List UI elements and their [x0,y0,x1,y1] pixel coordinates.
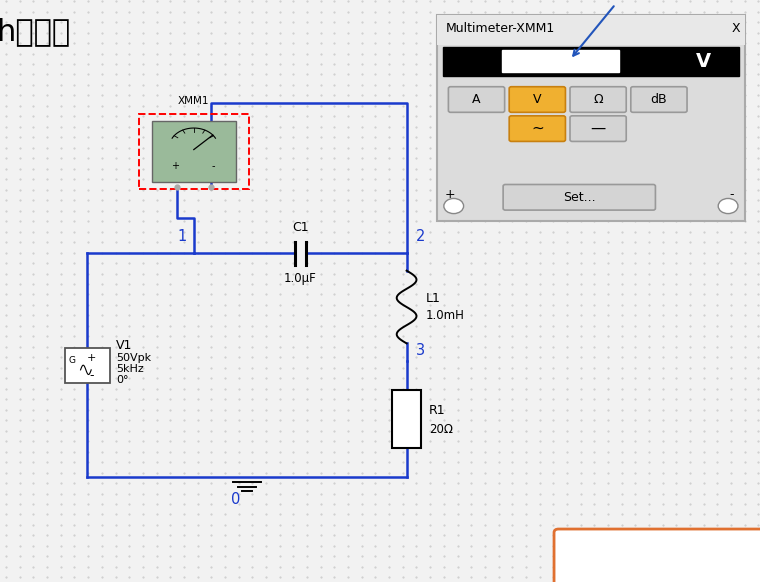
Text: —: — [591,121,606,136]
FancyBboxPatch shape [503,184,655,210]
Text: X: X [731,22,740,34]
Text: Set...: Set... [563,191,596,204]
Text: 5kHz: 5kHz [116,364,144,374]
Text: +: + [445,188,455,201]
Circle shape [444,198,464,214]
Text: 1.0mH: 1.0mH [426,309,464,322]
Text: Ω: Ω [594,93,603,106]
Circle shape [718,198,738,214]
Text: 1: 1 [177,229,186,244]
Text: -: - [89,369,93,382]
Text: L1: L1 [426,292,441,305]
Text: +: + [87,353,96,363]
Text: Multimeter-XMM1: Multimeter-XMM1 [446,22,556,34]
Text: V: V [695,52,711,70]
Text: +: + [171,161,179,171]
FancyBboxPatch shape [570,116,626,141]
Text: 0: 0 [231,492,240,507]
Text: -: - [730,188,734,201]
FancyBboxPatch shape [570,87,626,112]
Text: V: V [533,93,542,106]
Text: dB: dB [651,93,667,106]
FancyBboxPatch shape [509,87,565,112]
Bar [437,15,745,221]
Bar [443,47,739,76]
Text: 0°: 0° [116,375,128,385]
Text: A: A [472,93,481,106]
Bar [65,348,110,383]
Text: V1: V1 [116,339,133,352]
FancyBboxPatch shape [509,116,565,141]
Text: 20Ω: 20Ω [429,423,453,436]
FancyBboxPatch shape [554,529,760,582]
Text: 50Vpk: 50Vpk [116,353,151,363]
Text: XMM1: XMM1 [178,96,210,106]
Bar [152,121,236,182]
FancyBboxPatch shape [631,87,687,112]
Bar [502,50,619,72]
Text: 2: 2 [416,229,425,244]
Text: R1: R1 [429,404,445,417]
Bar [392,390,421,448]
Text: G: G [68,356,75,365]
FancyBboxPatch shape [448,87,505,112]
Text: ∼: ∼ [531,121,543,136]
Bar [437,15,745,45]
Text: -: - [211,161,214,171]
Text: 3: 3 [416,343,425,358]
Text: C1: C1 [292,221,309,234]
Text: h仿真）: h仿真） [0,17,71,47]
Text: 1.0μF: 1.0μF [283,272,317,285]
